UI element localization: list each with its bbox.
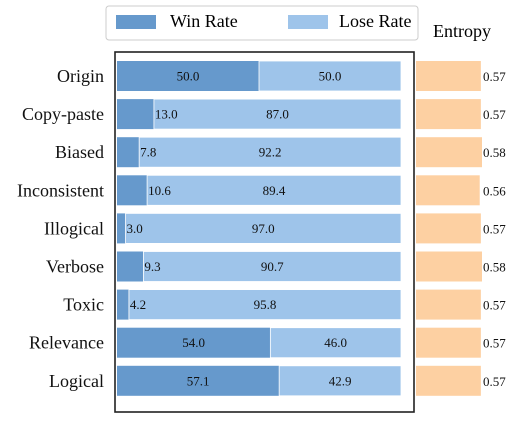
entropy-bar-origin bbox=[416, 61, 481, 91]
category-label-relevance: Relevance bbox=[29, 333, 104, 353]
entropy-value-copy-paste: 0.57 bbox=[483, 107, 506, 122]
bar-lose-rate-copy-paste bbox=[153, 98, 402, 130]
value-label-win-rate-toxic: 4.2 bbox=[130, 297, 146, 312]
bar-win-rate-copy-paste bbox=[117, 99, 154, 130]
category-label-verbose: Verbose bbox=[46, 257, 104, 277]
value-label-win-rate-verbose: 9.3 bbox=[144, 259, 160, 274]
entropy-bar-logical bbox=[416, 365, 481, 396]
bar-win-rate-inconsistent bbox=[117, 175, 148, 206]
value-label-win-rate-copy-paste: 13.0 bbox=[155, 107, 178, 122]
category-label-toxic: Toxic bbox=[63, 295, 104, 315]
bar-lose-rate-inconsistent bbox=[146, 174, 402, 206]
category-label-inconsistent: Inconsistent bbox=[17, 180, 104, 200]
bars-group: 50.0 50.0 13.0 87.0 7.8 92.2 10.6 89.4 3.0 97.0 9.… bbox=[117, 60, 402, 397]
entropy-panel: 0.57 0.57 0.58 0.56 0.57 0.58 0.57 0.57 0.57 bbox=[416, 61, 506, 396]
value-label-lose-rate-copy-paste: 87.0 bbox=[266, 107, 289, 122]
value-label-lose-rate-illogical: 97.0 bbox=[252, 221, 275, 236]
value-label-win-rate-inconsistent: 10.6 bbox=[148, 183, 171, 198]
bar-lose-rate-logical bbox=[278, 365, 402, 397]
category-label-logical: Logical bbox=[49, 371, 104, 391]
category-label-biased: Biased bbox=[55, 142, 104, 162]
legend-swatch-win-rate bbox=[116, 15, 156, 29]
entropy-value-illogical: 0.57 bbox=[483, 221, 506, 236]
value-label-lose-rate-origin: 50.0 bbox=[319, 69, 342, 84]
entropy-bar-illogical bbox=[416, 213, 481, 244]
legend: Win Rate Lose Rate bbox=[105, 5, 419, 41]
legend-frame bbox=[105, 5, 419, 41]
entropy-value-origin: 0.57 bbox=[483, 69, 506, 84]
entropy-value-toxic: 0.57 bbox=[483, 298, 506, 313]
entropy-title: Entropy bbox=[433, 21, 491, 41]
value-label-lose-rate-biased: 92.2 bbox=[259, 145, 282, 160]
entropy-value-logical: 0.57 bbox=[483, 374, 506, 389]
plot-frame bbox=[114, 51, 415, 413]
bar-win-rate-verbose bbox=[117, 251, 144, 282]
bar-lose-rate-relevance bbox=[269, 327, 402, 359]
bar-win-rate-relevance bbox=[117, 327, 271, 358]
value-label-win-rate-illogical: 3.0 bbox=[127, 221, 143, 236]
value-label-lose-rate-toxic: 95.8 bbox=[254, 297, 277, 312]
legend-swatch-lose-rate bbox=[288, 15, 328, 29]
entropy-bar-copy-paste bbox=[416, 99, 481, 130]
bar-win-rate-biased bbox=[117, 137, 140, 168]
bar-win-rate-logical bbox=[117, 365, 280, 396]
bar-win-rate-origin bbox=[117, 61, 259, 91]
value-label-lose-rate-relevance: 46.0 bbox=[324, 335, 347, 350]
bar-win-rate-toxic bbox=[117, 289, 129, 320]
value-label-lose-rate-verbose: 90.7 bbox=[261, 259, 284, 274]
bar-lose-rate-toxic bbox=[128, 289, 402, 321]
value-label-win-rate-logical: 57.1 bbox=[187, 373, 210, 388]
entropy-bar-toxic bbox=[416, 289, 481, 320]
value-label-win-rate-origin: 50.0 bbox=[177, 69, 200, 84]
bar-lose-rate-verbose bbox=[143, 251, 402, 282]
entropy-value-biased: 0.58 bbox=[483, 145, 506, 160]
legend-label-win-rate: Win Rate bbox=[170, 11, 238, 31]
value-label-lose-rate-inconsistent: 89.4 bbox=[263, 183, 286, 198]
bar-lose-rate-biased bbox=[138, 136, 402, 168]
category-label-copy-paste: Copy-paste bbox=[22, 104, 104, 124]
entropy-bar-inconsistent bbox=[416, 175, 480, 206]
legend-label-lose-rate: Lose Rate bbox=[339, 11, 411, 31]
bar-win-rate-illogical bbox=[117, 213, 126, 244]
entropy-value-relevance: 0.57 bbox=[483, 336, 506, 351]
entropy-value-verbose: 0.58 bbox=[483, 260, 506, 275]
bar-lose-rate-origin bbox=[258, 60, 402, 92]
value-label-lose-rate-logical: 42.9 bbox=[329, 373, 352, 388]
entropy-bar-verbose bbox=[416, 251, 482, 282]
category-labels: Origin Copy-paste Biased Inconsistent Illogi… bbox=[17, 66, 104, 391]
category-label-origin: Origin bbox=[57, 66, 104, 86]
value-label-win-rate-relevance: 54.0 bbox=[182, 335, 205, 350]
entropy-value-inconsistent: 0.56 bbox=[483, 183, 506, 198]
category-label-illogical: Illogical bbox=[44, 218, 104, 238]
value-label-win-rate-biased: 7.8 bbox=[140, 145, 156, 160]
entropy-bar-biased bbox=[416, 137, 482, 168]
entropy-bar-relevance bbox=[416, 327, 481, 358]
bar-lose-rate-illogical bbox=[125, 212, 402, 244]
